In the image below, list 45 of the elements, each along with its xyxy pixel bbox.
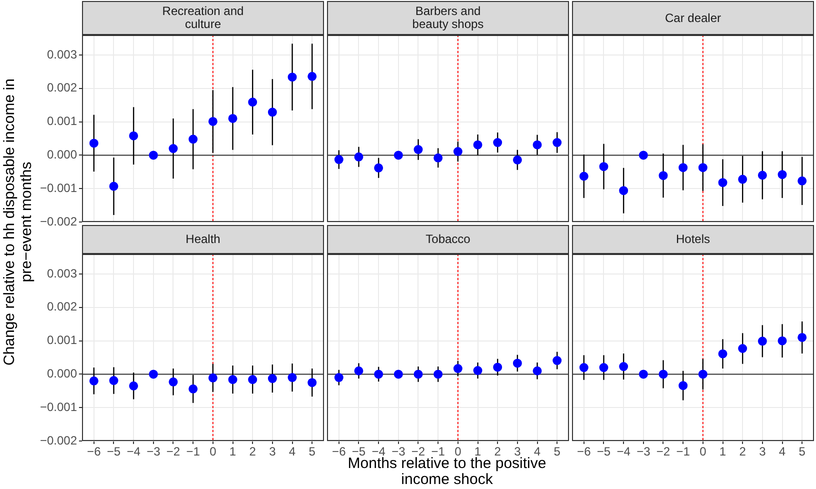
x-tick-label: 1 (719, 444, 726, 459)
y-tick-label: −0.002 (40, 214, 78, 228)
x-tick-label: −4 (126, 444, 141, 459)
y-tick-label: −0.002 (40, 433, 78, 448)
x-tick-label: 2 (249, 444, 256, 459)
chart-title: Recreation and culture (161, 4, 245, 31)
x-tick-label: −2 (656, 444, 670, 459)
chart-title: Car dealer (664, 10, 722, 24)
x-tick-label: 1 (229, 444, 236, 459)
chart-title: Barbers and beauty shops (411, 4, 485, 31)
x-tick-label: −1 (676, 444, 690, 459)
x-tick-label: 4 (778, 444, 786, 459)
x-tick-label: 4 (288, 444, 296, 459)
x-tick-label: 5 (798, 444, 806, 459)
y-tick-label: −0.001 (40, 400, 78, 414)
x-tick-label: −3 (146, 444, 161, 459)
x-tick-label: 5 (554, 444, 561, 459)
x-tick-label: −4 (616, 444, 631, 459)
y-tick-label: 0.000 (46, 366, 78, 381)
y-tick-label: −0.001 (40, 180, 78, 195)
y-tick-label: 0.002 (46, 300, 78, 314)
chart-title: Tobacco (426, 232, 470, 246)
y-tick-label: 0.000 (46, 148, 78, 162)
y-tick-label: 0.001 (46, 333, 78, 348)
x-tick-label: −5 (106, 444, 121, 459)
x-tick-label: 3 (759, 444, 766, 459)
x-tick-label: −6 (87, 444, 102, 459)
y-tick-label: 0.003 (46, 47, 78, 62)
y-axis-title: Change relative to hh disposable income in pre−event months (1, 78, 35, 368)
chart-title: Hotels (676, 232, 710, 246)
y-tick-label: 0.002 (46, 80, 78, 95)
x-tick-label: 2 (739, 444, 746, 459)
x-tick-label: −6 (332, 444, 346, 459)
x-tick-label: 0 (700, 444, 707, 459)
x-tick-label: −5 (596, 444, 611, 459)
x-tick-label: 3 (269, 444, 276, 459)
x-tick-label: 5 (308, 444, 316, 459)
y-tick-label: 0.003 (46, 266, 78, 280)
x-tick-label: −6 (577, 444, 592, 459)
y-tick-label: 0.001 (46, 114, 78, 128)
x-tick-label: 0 (210, 444, 217, 459)
x-tick-label: −1 (186, 444, 200, 459)
x-tick-label: −2 (166, 444, 180, 459)
x-tick-label: −3 (636, 444, 651, 459)
chart-title: Health (186, 232, 220, 246)
